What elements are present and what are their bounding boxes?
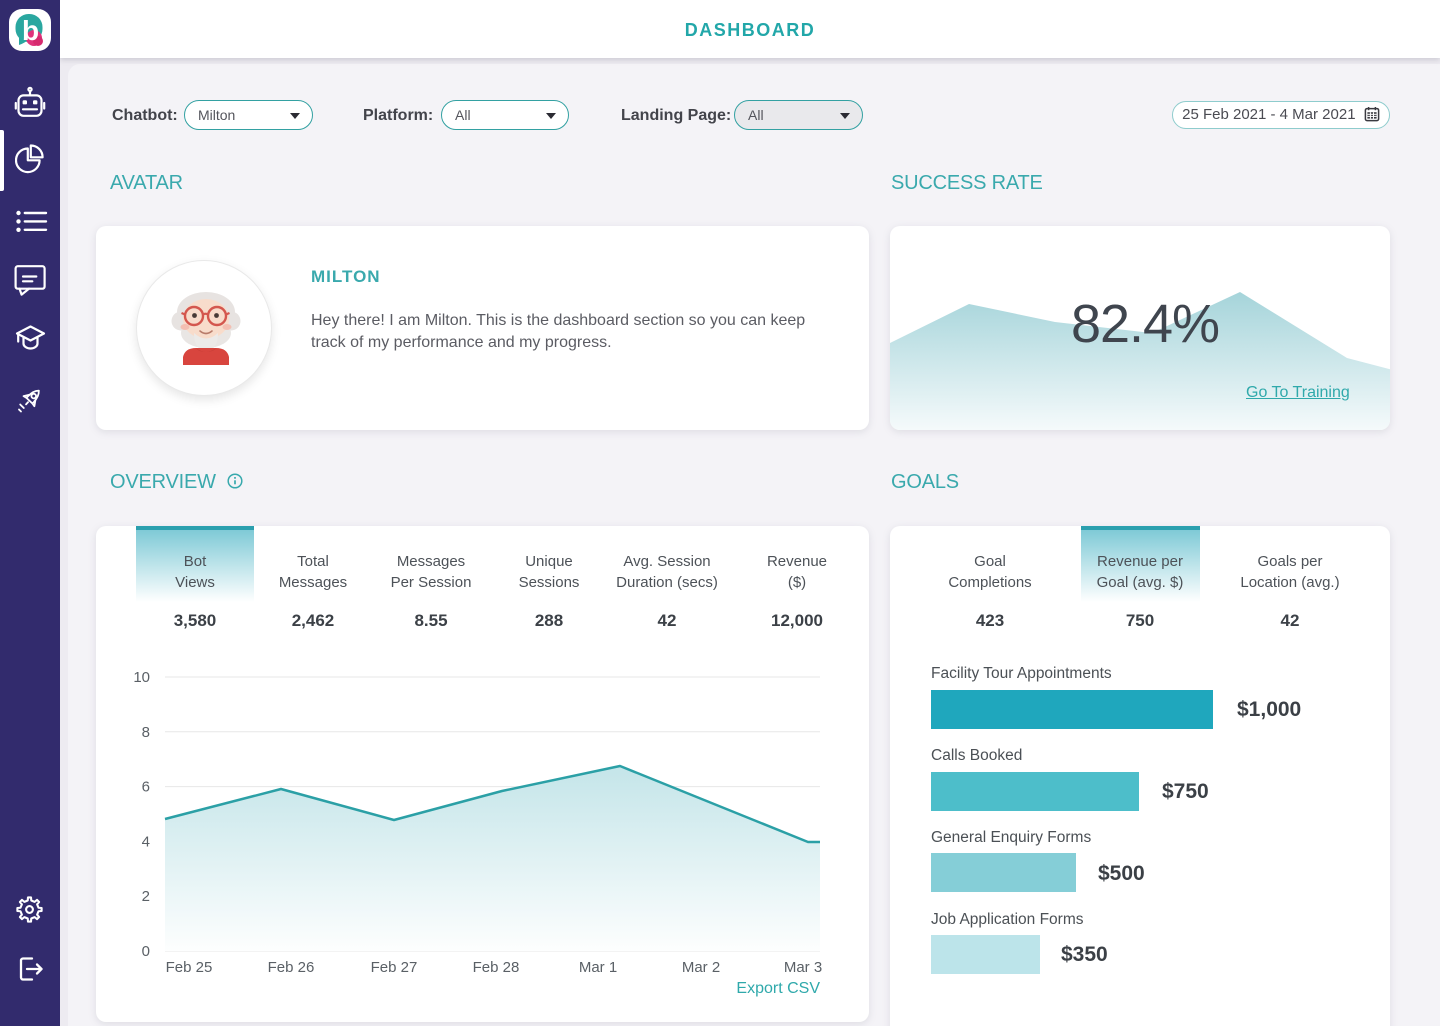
svg-text:Feb 28: Feb 28 <box>473 959 520 976</box>
svg-text:Mar 3: Mar 3 <box>784 959 822 976</box>
svg-text:Mar 2: Mar 2 <box>682 959 720 976</box>
svg-text:8: 8 <box>142 724 150 741</box>
svg-text:b: b <box>22 15 39 46</box>
svg-text:Feb 26: Feb 26 <box>268 959 315 976</box>
svg-text:0: 0 <box>142 943 150 960</box>
svg-text:Feb 25: Feb 25 <box>166 959 213 976</box>
svg-text:6: 6 <box>142 779 150 796</box>
svg-text:Feb 27: Feb 27 <box>371 959 418 976</box>
svg-text:2: 2 <box>142 888 150 905</box>
svg-text:Mar 1: Mar 1 <box>579 959 617 976</box>
svg-text:10: 10 <box>133 669 150 686</box>
svg-text:4: 4 <box>142 833 150 850</box>
